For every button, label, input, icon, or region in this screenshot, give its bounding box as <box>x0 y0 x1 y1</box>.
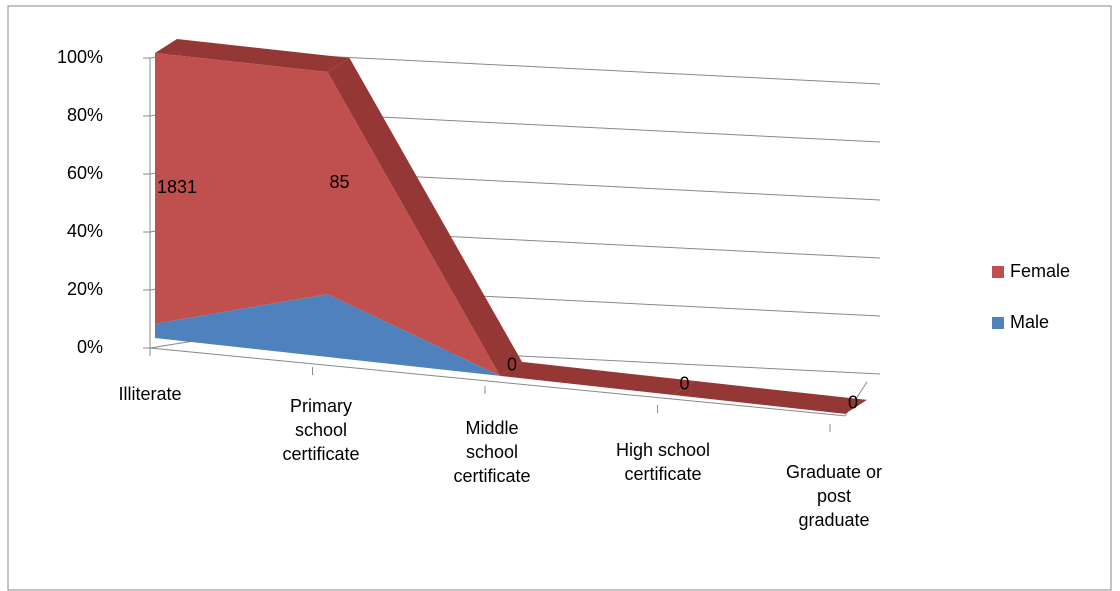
x-tick-label: Primary school certificate <box>282 396 359 464</box>
x-axis <box>149 347 846 417</box>
y-tick-label: 80% <box>67 105 103 125</box>
x-tick-label: Graduate or post graduate <box>786 462 882 530</box>
legend-swatch <box>992 266 1004 278</box>
y-tick-label: 60% <box>67 163 103 183</box>
data-label: 1831 <box>157 177 197 197</box>
legend-label: Female <box>1010 261 1070 281</box>
y-tick-label: 100% <box>57 47 103 67</box>
x-tick-label: High school certificate <box>616 440 710 484</box>
area-depth <box>327 58 522 376</box>
y-tick-label: 40% <box>67 221 103 241</box>
area-depth <box>500 361 695 395</box>
area-male <box>155 294 845 414</box>
x-tick-label: Middle school certificate <box>453 418 530 486</box>
data-label: 0 <box>679 374 689 394</box>
data-label: 0 <box>507 355 517 375</box>
area-depth <box>672 380 867 414</box>
y-tick-label: 20% <box>67 279 103 299</box>
legend-label: Male <box>1010 312 1049 332</box>
area-depth <box>155 39 350 72</box>
y-tick-label: 0% <box>77 337 103 357</box>
legend-swatch <box>992 317 1004 329</box>
data-label: 85 <box>329 172 349 192</box>
data-label: 0 <box>848 393 858 413</box>
x-tick-label: Illiterate <box>118 384 181 404</box>
area-female <box>155 53 845 414</box>
